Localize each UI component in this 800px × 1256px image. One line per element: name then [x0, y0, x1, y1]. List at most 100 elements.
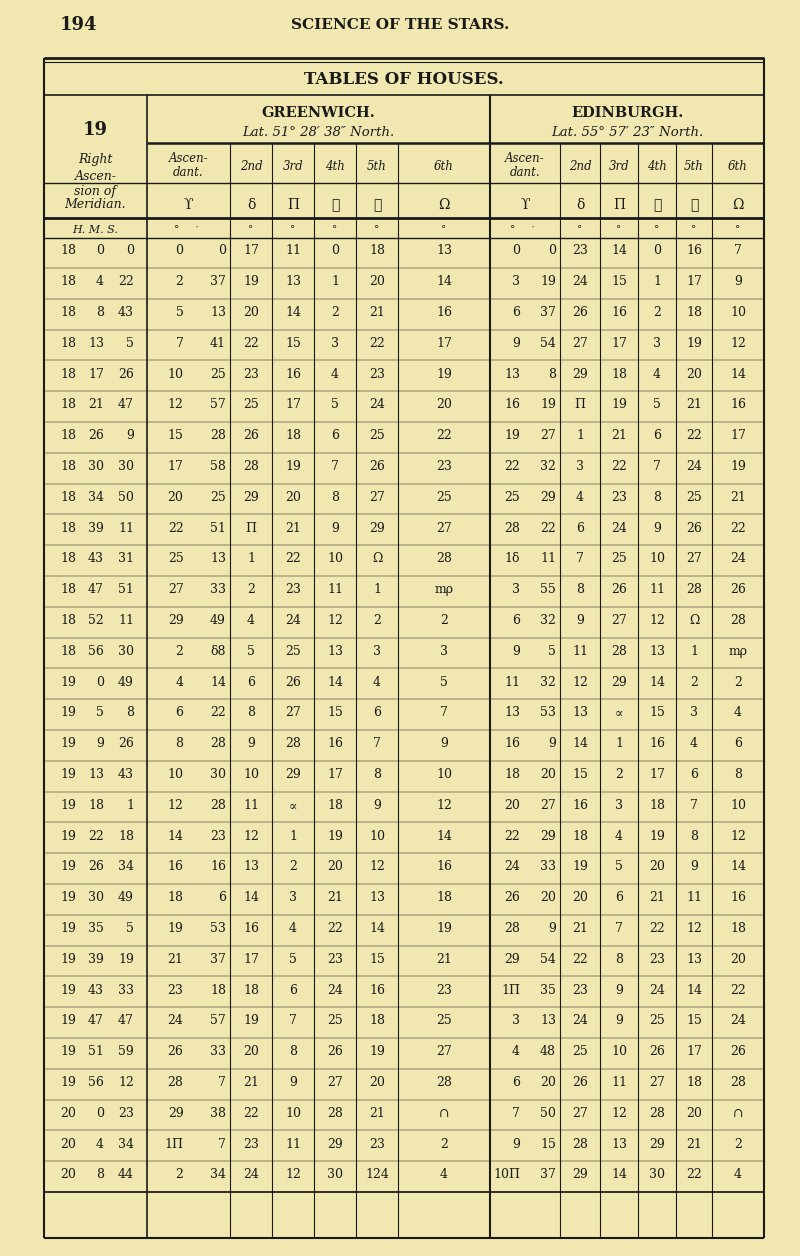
Text: 24: 24: [285, 614, 301, 627]
Text: 19: 19: [60, 706, 76, 720]
Text: 25: 25: [243, 398, 259, 412]
Text: ϒ: ϒ: [520, 198, 530, 212]
Text: 37: 37: [540, 306, 556, 319]
Text: 3: 3: [512, 1015, 520, 1027]
Text: 19: 19: [60, 922, 76, 936]
Text: 4th: 4th: [325, 160, 345, 172]
Text: 2: 2: [440, 1138, 448, 1150]
Text: 15: 15: [369, 953, 385, 966]
Text: 1: 1: [576, 430, 584, 442]
Text: 30: 30: [88, 892, 104, 904]
Text: 5: 5: [440, 676, 448, 688]
Text: 12: 12: [168, 799, 183, 811]
Text: 15: 15: [686, 1015, 702, 1027]
Text: 4th: 4th: [647, 160, 667, 172]
Text: 19: 19: [60, 1015, 76, 1027]
Text: 12: 12: [285, 1168, 301, 1182]
Text: 28: 28: [210, 799, 226, 811]
Text: 1: 1: [690, 644, 698, 658]
Text: 18: 18: [60, 430, 76, 442]
Text: 19: 19: [60, 1045, 76, 1059]
Text: 3: 3: [690, 706, 698, 720]
Text: 22: 22: [504, 830, 520, 843]
Text: 17: 17: [686, 275, 702, 289]
Text: 23: 23: [649, 953, 665, 966]
Text: 33: 33: [210, 583, 226, 597]
Text: 20: 20: [369, 275, 385, 289]
Text: 11: 11: [572, 644, 588, 658]
Text: 1: 1: [289, 830, 297, 843]
Text: 6: 6: [175, 706, 183, 720]
Text: 5: 5: [289, 953, 297, 966]
Text: 11: 11: [649, 583, 665, 597]
Text: 23: 23: [243, 1138, 259, 1150]
Text: 22: 22: [730, 521, 746, 535]
Text: 21: 21: [649, 892, 665, 904]
Text: 18: 18: [611, 368, 627, 381]
Text: 47: 47: [118, 398, 134, 412]
Text: 13: 13: [210, 306, 226, 319]
Text: 15: 15: [611, 275, 627, 289]
Text: 28: 28: [210, 430, 226, 442]
Text: 2: 2: [176, 644, 183, 658]
Text: 5: 5: [176, 306, 183, 319]
Text: 2: 2: [331, 306, 339, 319]
Text: 2: 2: [247, 583, 255, 597]
Text: 16: 16: [686, 245, 702, 257]
Text: Ω: Ω: [372, 553, 382, 565]
Text: 43: 43: [88, 553, 104, 565]
Text: 29: 29: [327, 1138, 343, 1150]
Text: 13: 13: [243, 860, 259, 873]
Text: 24: 24: [168, 1015, 183, 1027]
Text: 6th: 6th: [434, 160, 454, 172]
Text: 24: 24: [327, 983, 343, 997]
Text: 16: 16: [327, 737, 343, 750]
Text: 3: 3: [289, 892, 297, 904]
Text: 27: 27: [436, 521, 452, 535]
Text: 57: 57: [210, 398, 226, 412]
Text: 5: 5: [126, 337, 134, 350]
Text: 21: 21: [686, 398, 702, 412]
Text: 27: 27: [572, 1107, 588, 1120]
Text: 15: 15: [540, 1138, 556, 1150]
Text: 8: 8: [247, 706, 255, 720]
Text: 11: 11: [611, 1076, 627, 1089]
Text: 26: 26: [572, 1076, 588, 1089]
Text: 23: 23: [285, 583, 301, 597]
Text: 23: 23: [243, 368, 259, 381]
Text: 4: 4: [96, 1138, 104, 1150]
Text: mρ: mρ: [729, 644, 747, 658]
Text: Π: Π: [574, 398, 586, 412]
Text: 4: 4: [331, 368, 339, 381]
Text: 21: 21: [611, 430, 627, 442]
Text: 25: 25: [327, 1015, 343, 1027]
Text: 1: 1: [126, 799, 134, 811]
Text: 29: 29: [243, 491, 259, 504]
Text: 17: 17: [168, 460, 183, 474]
Text: 28: 28: [168, 1076, 183, 1089]
Text: 27: 27: [327, 1076, 343, 1089]
Text: 19: 19: [572, 860, 588, 873]
Text: 14: 14: [243, 892, 259, 904]
Text: 9: 9: [126, 430, 134, 442]
Text: 2: 2: [734, 1138, 742, 1150]
Text: 14: 14: [611, 245, 627, 257]
Text: 8: 8: [126, 706, 134, 720]
Text: 33: 33: [210, 1045, 226, 1059]
Text: 13: 13: [327, 644, 343, 658]
Text: 24: 24: [730, 1015, 746, 1027]
Text: 2nd: 2nd: [240, 160, 262, 172]
Text: 23: 23: [210, 830, 226, 843]
Text: 14: 14: [572, 737, 588, 750]
Text: 7: 7: [289, 1015, 297, 1027]
Text: 30: 30: [649, 1168, 665, 1182]
Text: °: °: [290, 226, 296, 235]
Text: 28: 28: [504, 521, 520, 535]
Text: 28: 28: [436, 1076, 452, 1089]
Text: 21: 21: [436, 953, 452, 966]
Text: 12: 12: [327, 614, 343, 627]
Text: 26: 26: [369, 460, 385, 474]
Text: 16: 16: [611, 306, 627, 319]
Text: 9: 9: [440, 737, 448, 750]
Text: 20: 20: [436, 398, 452, 412]
